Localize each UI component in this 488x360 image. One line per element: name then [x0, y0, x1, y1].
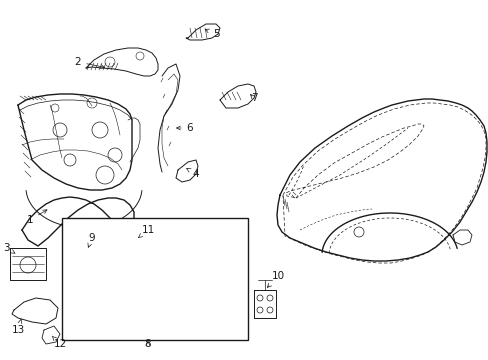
Text: 9: 9: [88, 233, 95, 247]
Bar: [62, 218, 247, 340]
Text: 13: 13: [11, 319, 24, 335]
Polygon shape: [10, 248, 46, 280]
Text: 6: 6: [176, 123, 193, 133]
Text: 4: 4: [186, 168, 199, 179]
Text: 11: 11: [138, 225, 154, 238]
Text: 12: 12: [52, 336, 66, 349]
Text: 2: 2: [75, 57, 104, 68]
Text: 10: 10: [267, 271, 284, 287]
Text: 8: 8: [144, 339, 151, 349]
Text: 5: 5: [205, 29, 219, 39]
Text: 7: 7: [250, 93, 257, 103]
Polygon shape: [253, 290, 275, 318]
Text: 1: 1: [27, 210, 47, 225]
Text: 3: 3: [2, 243, 15, 253]
